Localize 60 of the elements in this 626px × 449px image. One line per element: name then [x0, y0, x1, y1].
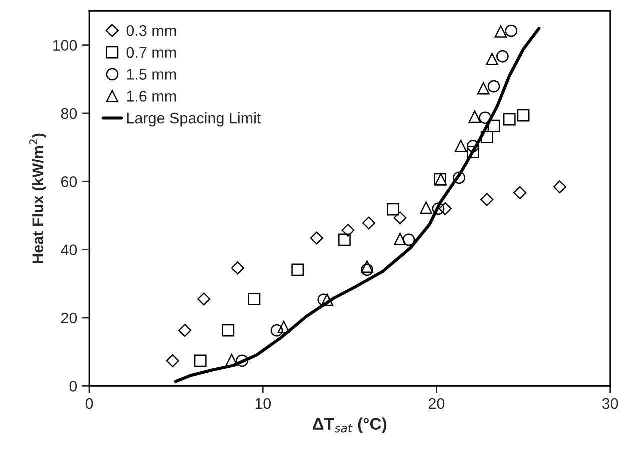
legend-label: 0.7 mm — [126, 47, 176, 58]
point — [438, 202, 452, 216]
x-tick-label: 10 — [256, 398, 272, 410]
point — [321, 294, 334, 306]
point — [496, 50, 509, 63]
point — [514, 186, 527, 200]
legend-label: 0.3 mm — [126, 25, 176, 36]
point — [194, 354, 207, 368]
point — [278, 320, 290, 334]
point — [387, 203, 400, 216]
point — [310, 232, 324, 245]
point — [402, 234, 416, 246]
point — [480, 193, 494, 206]
point — [394, 233, 406, 246]
y-tick-label: 40 — [61, 244, 78, 256]
point — [231, 262, 244, 275]
x-tick-label: 20 — [429, 398, 445, 410]
legend-label: 1.6 mm — [127, 91, 176, 102]
point — [361, 264, 374, 276]
x-tick-label: 30 — [602, 398, 618, 410]
point — [477, 82, 490, 95]
y-tick-label: 60 — [61, 176, 78, 188]
point — [178, 324, 192, 338]
point — [488, 120, 500, 132]
point — [486, 53, 498, 66]
point — [505, 24, 518, 38]
point — [517, 109, 530, 122]
point — [248, 293, 261, 306]
point — [198, 292, 211, 306]
legend-label: 1.5 mm — [127, 69, 176, 80]
point — [467, 146, 480, 159]
point — [292, 264, 304, 276]
point — [270, 324, 284, 337]
point — [453, 172, 466, 184]
point — [342, 224, 355, 237]
point — [394, 212, 407, 225]
point — [222, 324, 235, 337]
y-tick-label: 0 — [70, 381, 78, 392]
point — [503, 113, 516, 126]
point — [236, 354, 248, 368]
point — [468, 110, 482, 124]
point — [494, 25, 508, 38]
y-tick-label: 100 — [53, 40, 78, 51]
point — [362, 216, 376, 230]
y-tick-label: 80 — [61, 108, 78, 120]
x-tick-label: 0 — [86, 398, 94, 410]
point — [467, 140, 480, 152]
point — [432, 202, 445, 216]
point — [361, 260, 374, 274]
point — [166, 354, 180, 368]
point — [488, 80, 500, 93]
point — [553, 180, 567, 194]
y-axis-title: Heat Flux (kW/m$^{2}$) — [30, 134, 47, 264]
point — [454, 140, 468, 152]
point — [338, 234, 351, 246]
legend-label: Large Spacing Limit — [127, 112, 262, 127]
x-axis-title: ΔT$_{sat}$ (°C) — [313, 418, 387, 434]
point — [480, 131, 494, 144]
point — [420, 202, 433, 214]
y-tick-label: 20 — [61, 312, 78, 324]
